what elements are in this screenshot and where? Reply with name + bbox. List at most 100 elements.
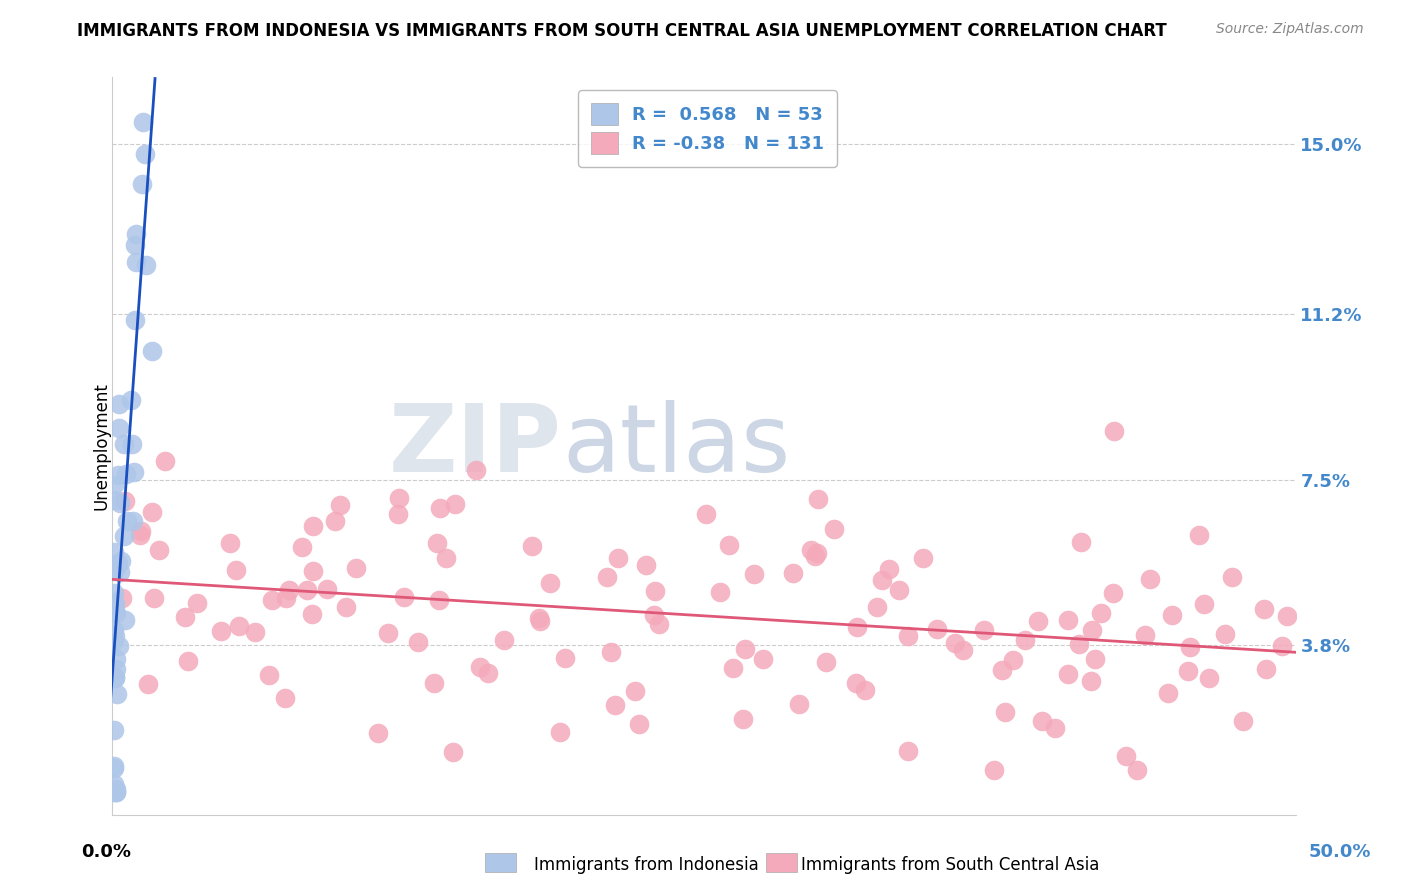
Point: [104, 605, 127, 619]
Point: [104, 781, 127, 796]
Point: [973, 623, 995, 637]
Point: [297, 582, 319, 597]
Point: [225, 563, 247, 577]
Point: [1178, 640, 1201, 654]
Point: [1104, 424, 1126, 438]
Point: [1198, 671, 1220, 685]
Point: [815, 655, 838, 669]
Point: [104, 670, 127, 684]
Text: atlas: atlas: [562, 400, 790, 492]
Point: [465, 463, 488, 477]
Point: [388, 491, 411, 505]
Text: 50.0%: 50.0%: [1309, 843, 1371, 861]
Point: [103, 777, 125, 791]
Point: [112, 529, 135, 543]
Point: [131, 177, 153, 191]
Point: [104, 559, 127, 574]
Point: [1256, 662, 1278, 676]
Legend: R =  0.568   N = 53, R = -0.38   N = 131: R = 0.568 N = 53, R = -0.38 N = 131: [578, 90, 837, 167]
Point: [302, 518, 325, 533]
Point: [228, 619, 250, 633]
Point: [1031, 714, 1053, 728]
Point: [889, 582, 911, 597]
Point: [148, 542, 170, 557]
Point: [104, 672, 127, 686]
Point: [108, 566, 131, 580]
Point: [105, 606, 128, 620]
Point: [1067, 637, 1090, 651]
Point: [1161, 607, 1184, 622]
Point: [731, 712, 754, 726]
Point: [643, 607, 665, 622]
Point: [124, 238, 146, 252]
Point: [943, 636, 966, 650]
Point: [120, 392, 142, 407]
Point: [993, 706, 1015, 720]
Point: [1090, 606, 1112, 620]
Point: [335, 599, 357, 614]
Point: [103, 623, 125, 637]
Point: [468, 659, 491, 673]
Point: [105, 785, 128, 799]
Point: [323, 514, 346, 528]
Point: [103, 545, 125, 559]
Point: [138, 677, 160, 691]
Point: [477, 666, 499, 681]
Point: [520, 539, 543, 553]
Point: [721, 661, 744, 675]
Point: [115, 467, 138, 482]
Point: [823, 522, 845, 536]
Point: [104, 493, 127, 508]
Point: [800, 542, 823, 557]
Point: [846, 620, 869, 634]
Point: [219, 536, 242, 550]
Point: [709, 585, 731, 599]
Point: [257, 667, 280, 681]
Point: [1271, 640, 1294, 654]
Point: [423, 676, 446, 690]
Point: [129, 524, 152, 538]
Point: [103, 785, 125, 799]
Point: [911, 551, 934, 566]
Point: [124, 227, 146, 241]
Point: [1192, 597, 1215, 611]
Point: [143, 591, 166, 606]
Point: [103, 565, 125, 579]
Point: [346, 561, 368, 575]
Point: [260, 592, 283, 607]
Point: [427, 593, 450, 607]
Point: [529, 614, 551, 628]
Point: [134, 147, 156, 161]
Point: [105, 661, 128, 675]
Point: [104, 559, 127, 574]
Point: [1080, 673, 1102, 688]
Point: [141, 343, 163, 358]
Point: [1026, 614, 1049, 628]
Point: [1001, 653, 1024, 667]
Point: [1081, 623, 1104, 637]
Point: [112, 437, 135, 451]
Point: [103, 723, 125, 737]
Point: [897, 744, 920, 758]
Point: [111, 591, 134, 606]
Text: IMMIGRANTS FROM INDONESIA VS IMMIGRANTS FROM SOUTH CENTRAL ASIA UNEMPLOYMENT COR: IMMIGRANTS FROM INDONESIA VS IMMIGRANTS …: [77, 22, 1167, 40]
Point: [125, 255, 148, 269]
Text: 0.0%: 0.0%: [82, 843, 132, 861]
Point: [274, 691, 297, 706]
Point: [1177, 664, 1199, 678]
Point: [122, 465, 145, 479]
Point: [367, 726, 389, 740]
Point: [744, 566, 766, 581]
Point: [329, 499, 352, 513]
Point: [135, 258, 157, 272]
Point: [599, 645, 621, 659]
Point: [606, 550, 628, 565]
Point: [108, 421, 131, 435]
Point: [952, 643, 974, 657]
Point: [1213, 627, 1236, 641]
Point: [983, 763, 1005, 777]
Point: [110, 554, 132, 568]
Point: [209, 624, 232, 638]
Point: [1101, 585, 1123, 599]
Point: [278, 582, 301, 597]
